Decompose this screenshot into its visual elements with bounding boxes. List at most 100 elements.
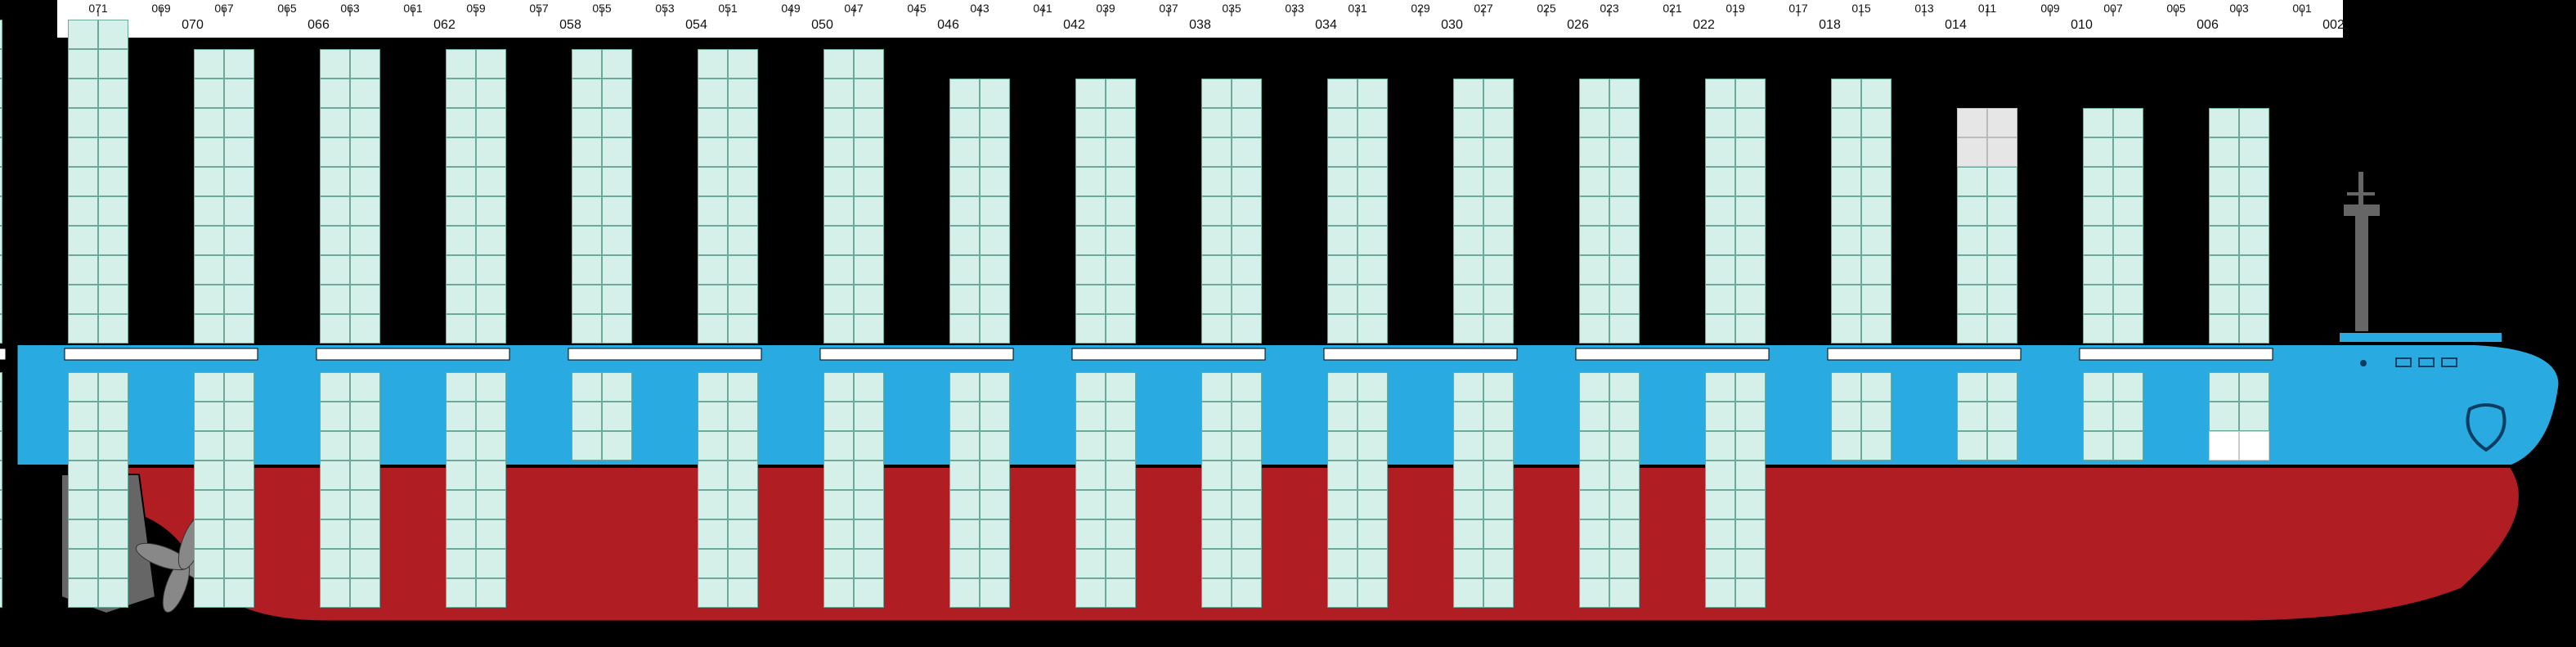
- container-below: [350, 431, 380, 461]
- container-below: [602, 402, 632, 431]
- container-above: [1861, 79, 1892, 108]
- container-above: [824, 226, 854, 255]
- container-below: [194, 402, 224, 431]
- container-above: [1358, 285, 1388, 314]
- ship-diagram: 0010020030050060070090100110130140150170…: [0, 0, 2576, 647]
- container-below: [98, 372, 128, 402]
- container-above: [98, 167, 128, 196]
- container-above: [949, 137, 980, 167]
- container-above: [1106, 79, 1136, 108]
- container-above: [1861, 285, 1892, 314]
- container-above: [98, 226, 128, 255]
- container-above: [1327, 314, 1358, 344]
- container-above: [2209, 196, 2239, 226]
- container-below: [1358, 461, 1388, 490]
- container-above: [320, 167, 350, 196]
- container-above: [728, 314, 758, 344]
- container-above: [224, 314, 254, 344]
- container-above: [350, 255, 380, 285]
- container-above: [1957, 196, 1987, 226]
- container-above: [698, 196, 728, 226]
- container-above: [1735, 137, 1766, 167]
- container-below: [2239, 372, 2269, 402]
- container-below: [1358, 578, 1388, 608]
- container-above: [824, 255, 854, 285]
- container-above: [1358, 314, 1388, 344]
- container-above: [1609, 167, 1640, 196]
- container-below: [476, 519, 506, 549]
- container-below: [1453, 402, 1483, 431]
- container-below: [194, 578, 224, 608]
- container-below: [1201, 549, 1232, 578]
- container-above: [194, 108, 224, 137]
- container-below: [194, 519, 224, 549]
- container-below: [980, 372, 1010, 402]
- container-above: [698, 137, 728, 167]
- container-below: [980, 490, 1010, 519]
- container-above: [68, 167, 98, 196]
- container-below: [949, 519, 980, 549]
- container-above: [350, 285, 380, 314]
- container-above: [1232, 79, 1262, 108]
- container-above: [949, 79, 980, 108]
- container-above: [1201, 196, 1232, 226]
- container-below: [476, 490, 506, 519]
- container-above: [2209, 167, 2239, 196]
- container-below: [824, 549, 854, 578]
- container-above: [0, 196, 2, 226]
- container-below: [2209, 402, 2239, 431]
- container-below: [2239, 431, 2269, 461]
- container-above: [1201, 137, 1232, 167]
- container-below: [1232, 549, 1262, 578]
- container-above: [1735, 167, 1766, 196]
- container-below: [350, 519, 380, 549]
- container-above: [224, 137, 254, 167]
- container-above: [194, 167, 224, 196]
- container-below: [194, 431, 224, 461]
- container-below: [1579, 402, 1609, 431]
- container-above: [1861, 167, 1892, 196]
- container-above: [572, 137, 602, 167]
- container-below: [1705, 431, 1735, 461]
- container-above: [1987, 314, 2017, 344]
- container-below: [1201, 461, 1232, 490]
- container-above: [980, 108, 1010, 137]
- container-above: [572, 196, 602, 226]
- container-above: [980, 226, 1010, 255]
- container-below: [98, 431, 128, 461]
- container-below: [194, 490, 224, 519]
- container-below: [1831, 431, 1861, 461]
- container-above: [2083, 137, 2113, 167]
- container-above: [2209, 137, 2239, 167]
- container-below: [98, 549, 128, 578]
- container-above: [446, 285, 476, 314]
- container-above: [350, 167, 380, 196]
- container-above: [98, 314, 128, 344]
- container-below: [350, 372, 380, 402]
- container-above: [824, 167, 854, 196]
- container-below: [1831, 402, 1861, 431]
- container-above: [1831, 314, 1861, 344]
- container-above: [1453, 285, 1483, 314]
- container-above: [1327, 226, 1358, 255]
- container-above: [602, 226, 632, 255]
- container-above: [728, 49, 758, 79]
- container-above: [854, 108, 884, 137]
- container-above: [602, 167, 632, 196]
- container-below: [1987, 431, 2017, 461]
- container-below: [1483, 372, 1514, 402]
- container-below: [728, 402, 758, 431]
- container-below: [1609, 402, 1640, 431]
- container-below: [1232, 402, 1262, 431]
- container-below: [1453, 461, 1483, 490]
- container-below: [2209, 372, 2239, 402]
- container-below: [1483, 431, 1514, 461]
- container-above: [854, 49, 884, 79]
- container-below: [1735, 490, 1766, 519]
- container-above: [1453, 226, 1483, 255]
- container-above: [1609, 255, 1640, 285]
- container-above: [1453, 167, 1483, 196]
- container-above: [1705, 108, 1735, 137]
- container-above: [224, 196, 254, 226]
- container-above: [476, 226, 506, 255]
